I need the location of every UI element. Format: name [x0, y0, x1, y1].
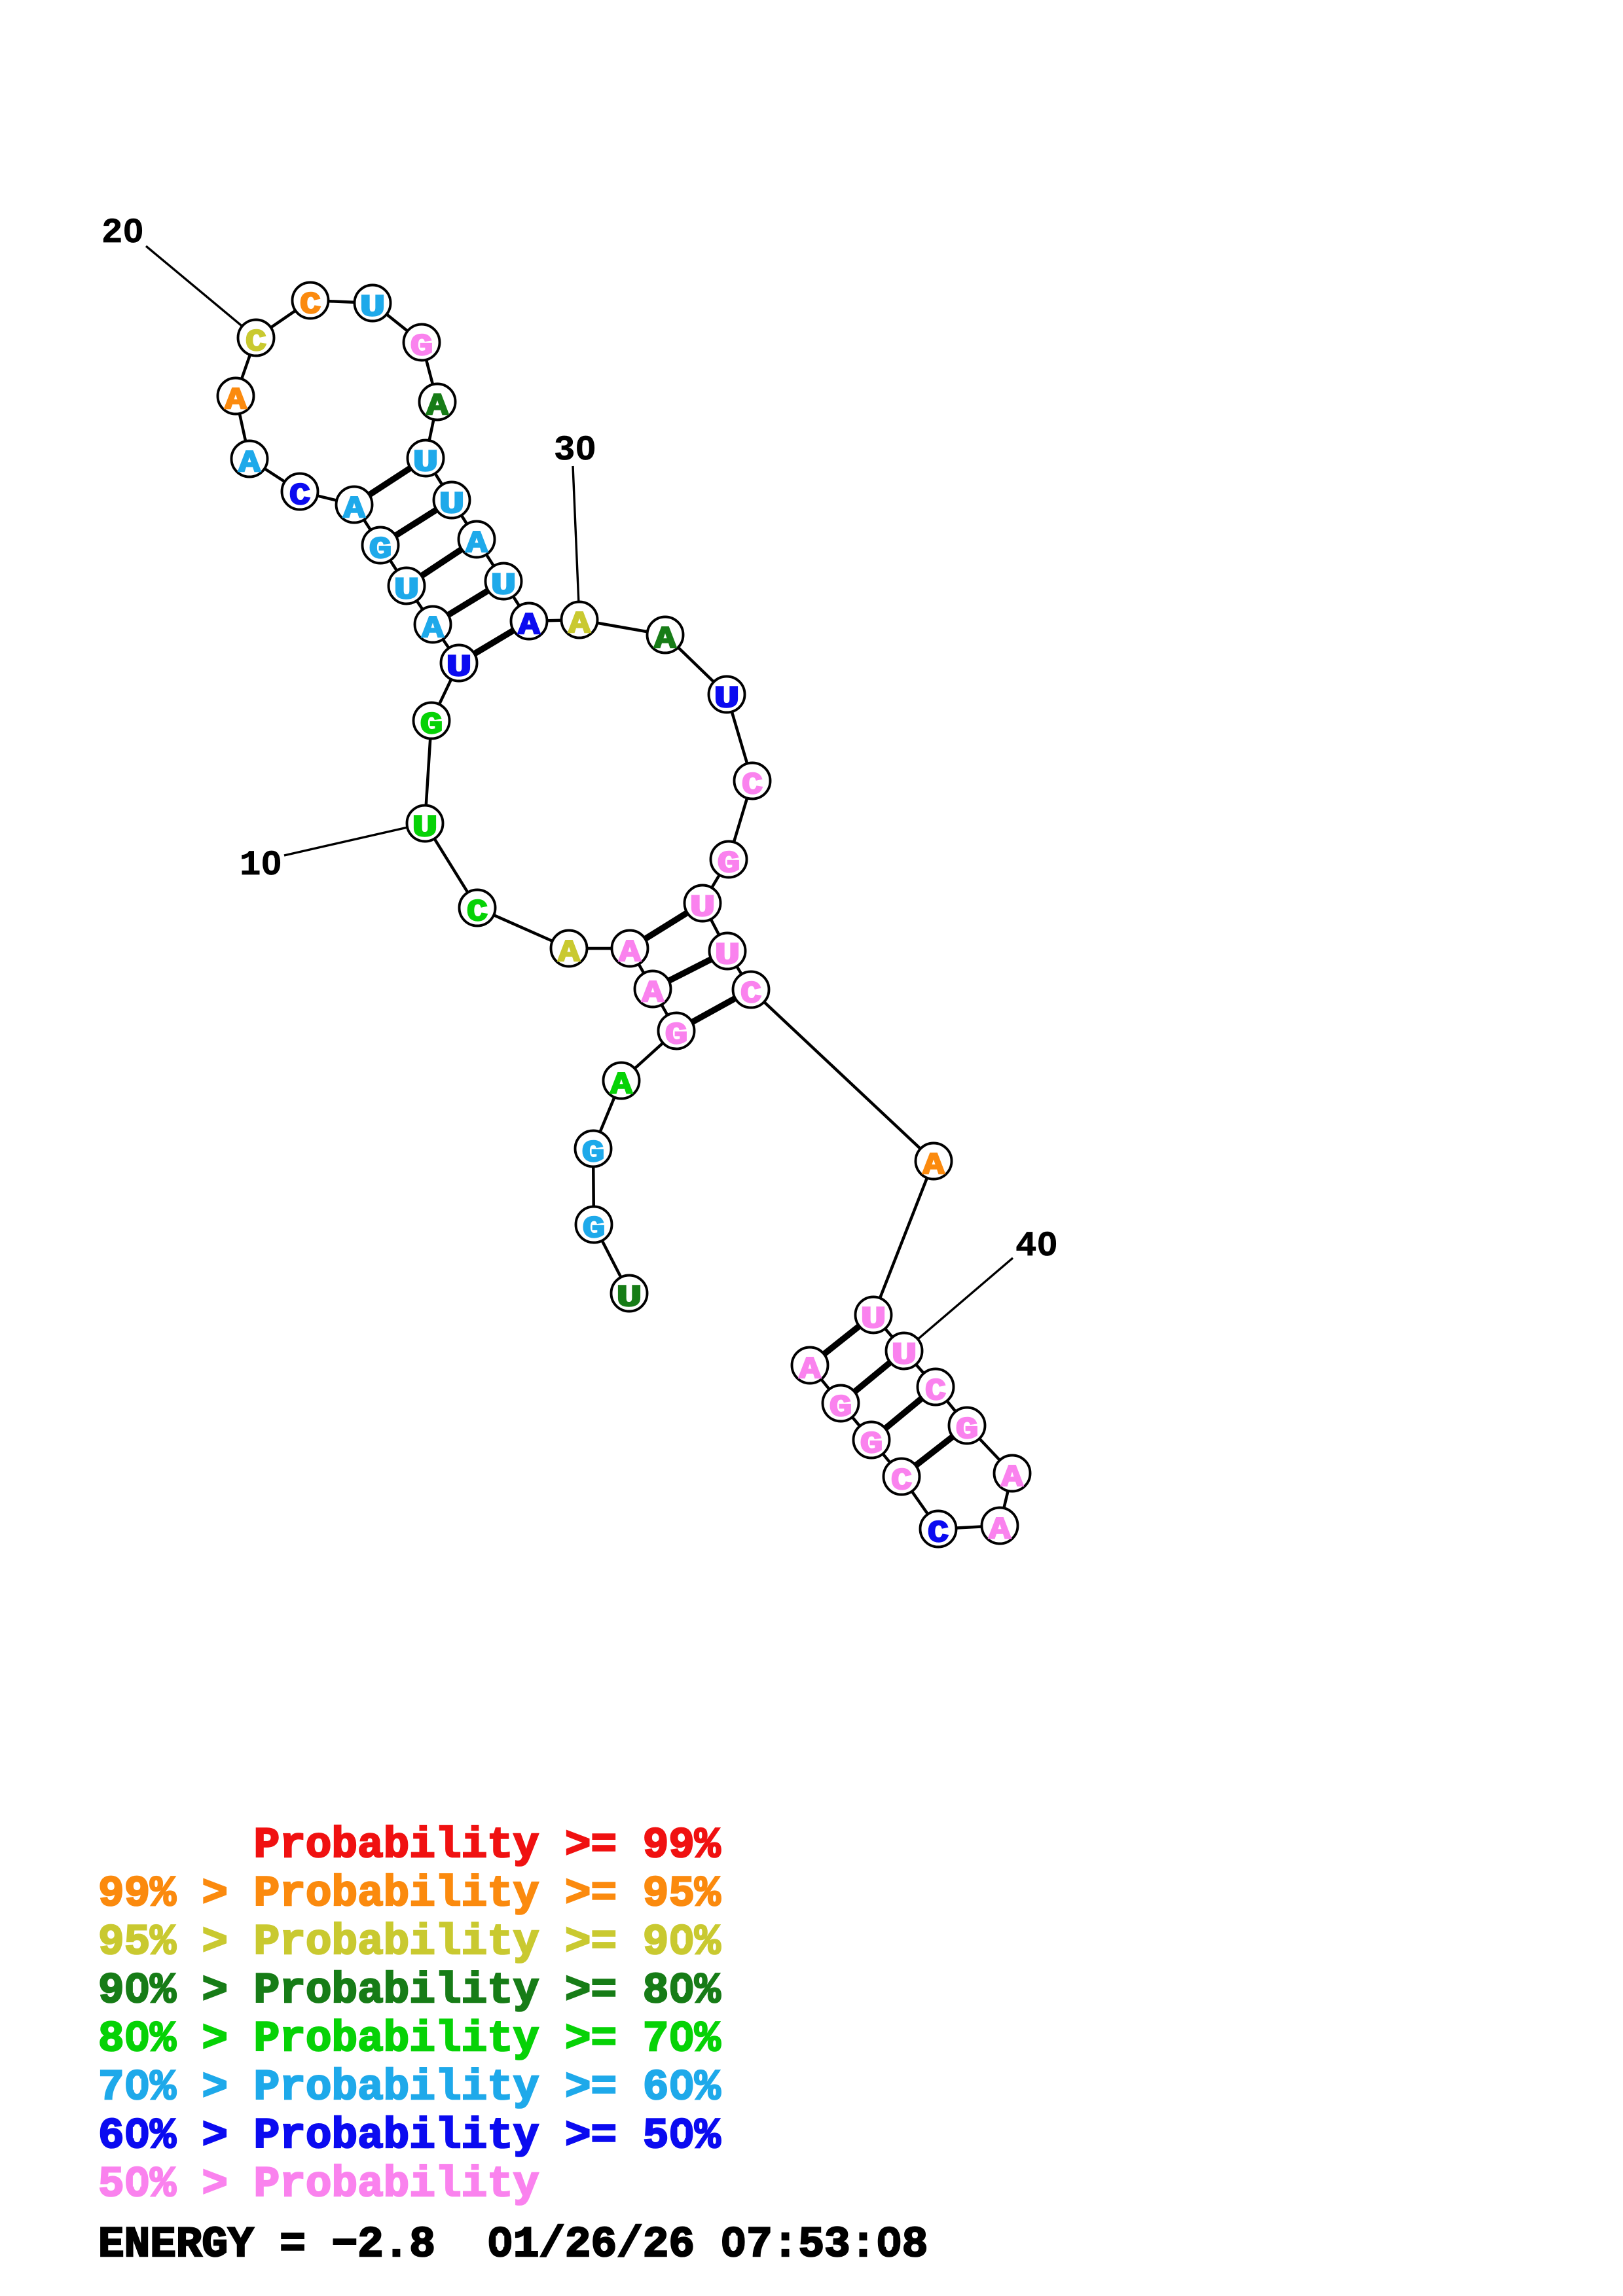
svg-text:U: U — [413, 446, 439, 480]
svg-text:A: A — [799, 1353, 821, 1387]
svg-text:U: U — [892, 1338, 917, 1372]
svg-text:A: A — [989, 1513, 1011, 1547]
svg-text:U: U — [714, 682, 740, 716]
svg-text:C: C — [742, 768, 763, 802]
svg-text:40: 40 — [1015, 1227, 1058, 1266]
svg-text:A: A — [558, 936, 580, 970]
svg-text:A: A — [642, 977, 664, 1011]
svg-text:99% > Probability >= 95%: 99% > Probability >= 95% — [98, 1869, 721, 1918]
svg-text:ENERGY = −2.8 01/26/26 07:53:: ENERGY = −2.8 01/26/26 07:53:08 — [98, 2220, 928, 2269]
svg-text:G: G — [582, 1136, 605, 1170]
svg-text:A: A — [611, 1068, 632, 1102]
svg-text:C: C — [300, 288, 321, 322]
svg-text:30: 30 — [554, 431, 596, 471]
svg-text:U: U — [360, 291, 386, 325]
svg-text:C: C — [925, 1374, 946, 1408]
svg-text:G: G — [665, 1018, 688, 1052]
svg-text:50% > Probability: 50% > Probability — [98, 2160, 539, 2209]
svg-text:U: U — [447, 651, 472, 685]
svg-text:G: G — [956, 1413, 979, 1447]
svg-text:U: U — [439, 488, 465, 522]
svg-text:A: A — [1002, 1461, 1023, 1495]
svg-text:U: U — [861, 1302, 886, 1336]
svg-text:A: A — [519, 609, 540, 643]
svg-text:G: G — [830, 1391, 852, 1425]
svg-text:A: A — [344, 492, 365, 526]
svg-text:G: G — [410, 330, 433, 364]
svg-text:80% > Probability >= 70%: 80% > Probability >= 70% — [98, 2015, 721, 2064]
svg-text:U: U — [412, 811, 438, 845]
svg-text:G: G — [860, 1427, 883, 1462]
svg-text:A: A — [427, 389, 448, 423]
svg-text:G: G — [718, 847, 740, 881]
svg-text:A: A — [239, 446, 261, 480]
svg-text:A: A — [225, 384, 247, 418]
svg-text:U: U — [491, 569, 517, 603]
svg-text:U: U — [715, 939, 740, 973]
svg-text:A: A — [466, 527, 488, 561]
svg-text:C: C — [928, 1516, 949, 1551]
svg-text:10: 10 — [240, 846, 282, 886]
svg-text:90% > Probability >= 80%: 90% > Probability >= 80% — [98, 1966, 721, 2015]
svg-text:Probability >= 99%: Probability >= 99% — [254, 1821, 721, 1870]
svg-text:C: C — [740, 977, 761, 1011]
svg-text:70% > Probability >= 60%: 70% > Probability >= 60% — [98, 2063, 721, 2112]
svg-text:A: A — [619, 936, 641, 970]
svg-text:95% > Probability >= 90%: 95% > Probability >= 90% — [98, 1918, 721, 1967]
svg-text:A: A — [655, 622, 676, 656]
svg-text:C: C — [467, 895, 488, 929]
svg-text:A: A — [422, 612, 444, 646]
svg-text:G: G — [369, 533, 392, 567]
svg-text:C: C — [891, 1464, 912, 1498]
svg-text:U: U — [394, 573, 420, 607]
svg-text:U: U — [690, 891, 716, 925]
svg-text:60% > Probability >= 50%: 60% > Probability >= 50% — [98, 2111, 721, 2161]
svg-text:G: G — [583, 1212, 606, 1246]
svg-text:C: C — [246, 325, 266, 359]
svg-text:G: G — [420, 708, 443, 742]
svg-text:C: C — [289, 479, 310, 513]
svg-text:A: A — [569, 607, 591, 641]
svg-text:A: A — [923, 1149, 945, 1183]
svg-text:20: 20 — [101, 213, 144, 253]
svg-text:U: U — [617, 1281, 642, 1315]
